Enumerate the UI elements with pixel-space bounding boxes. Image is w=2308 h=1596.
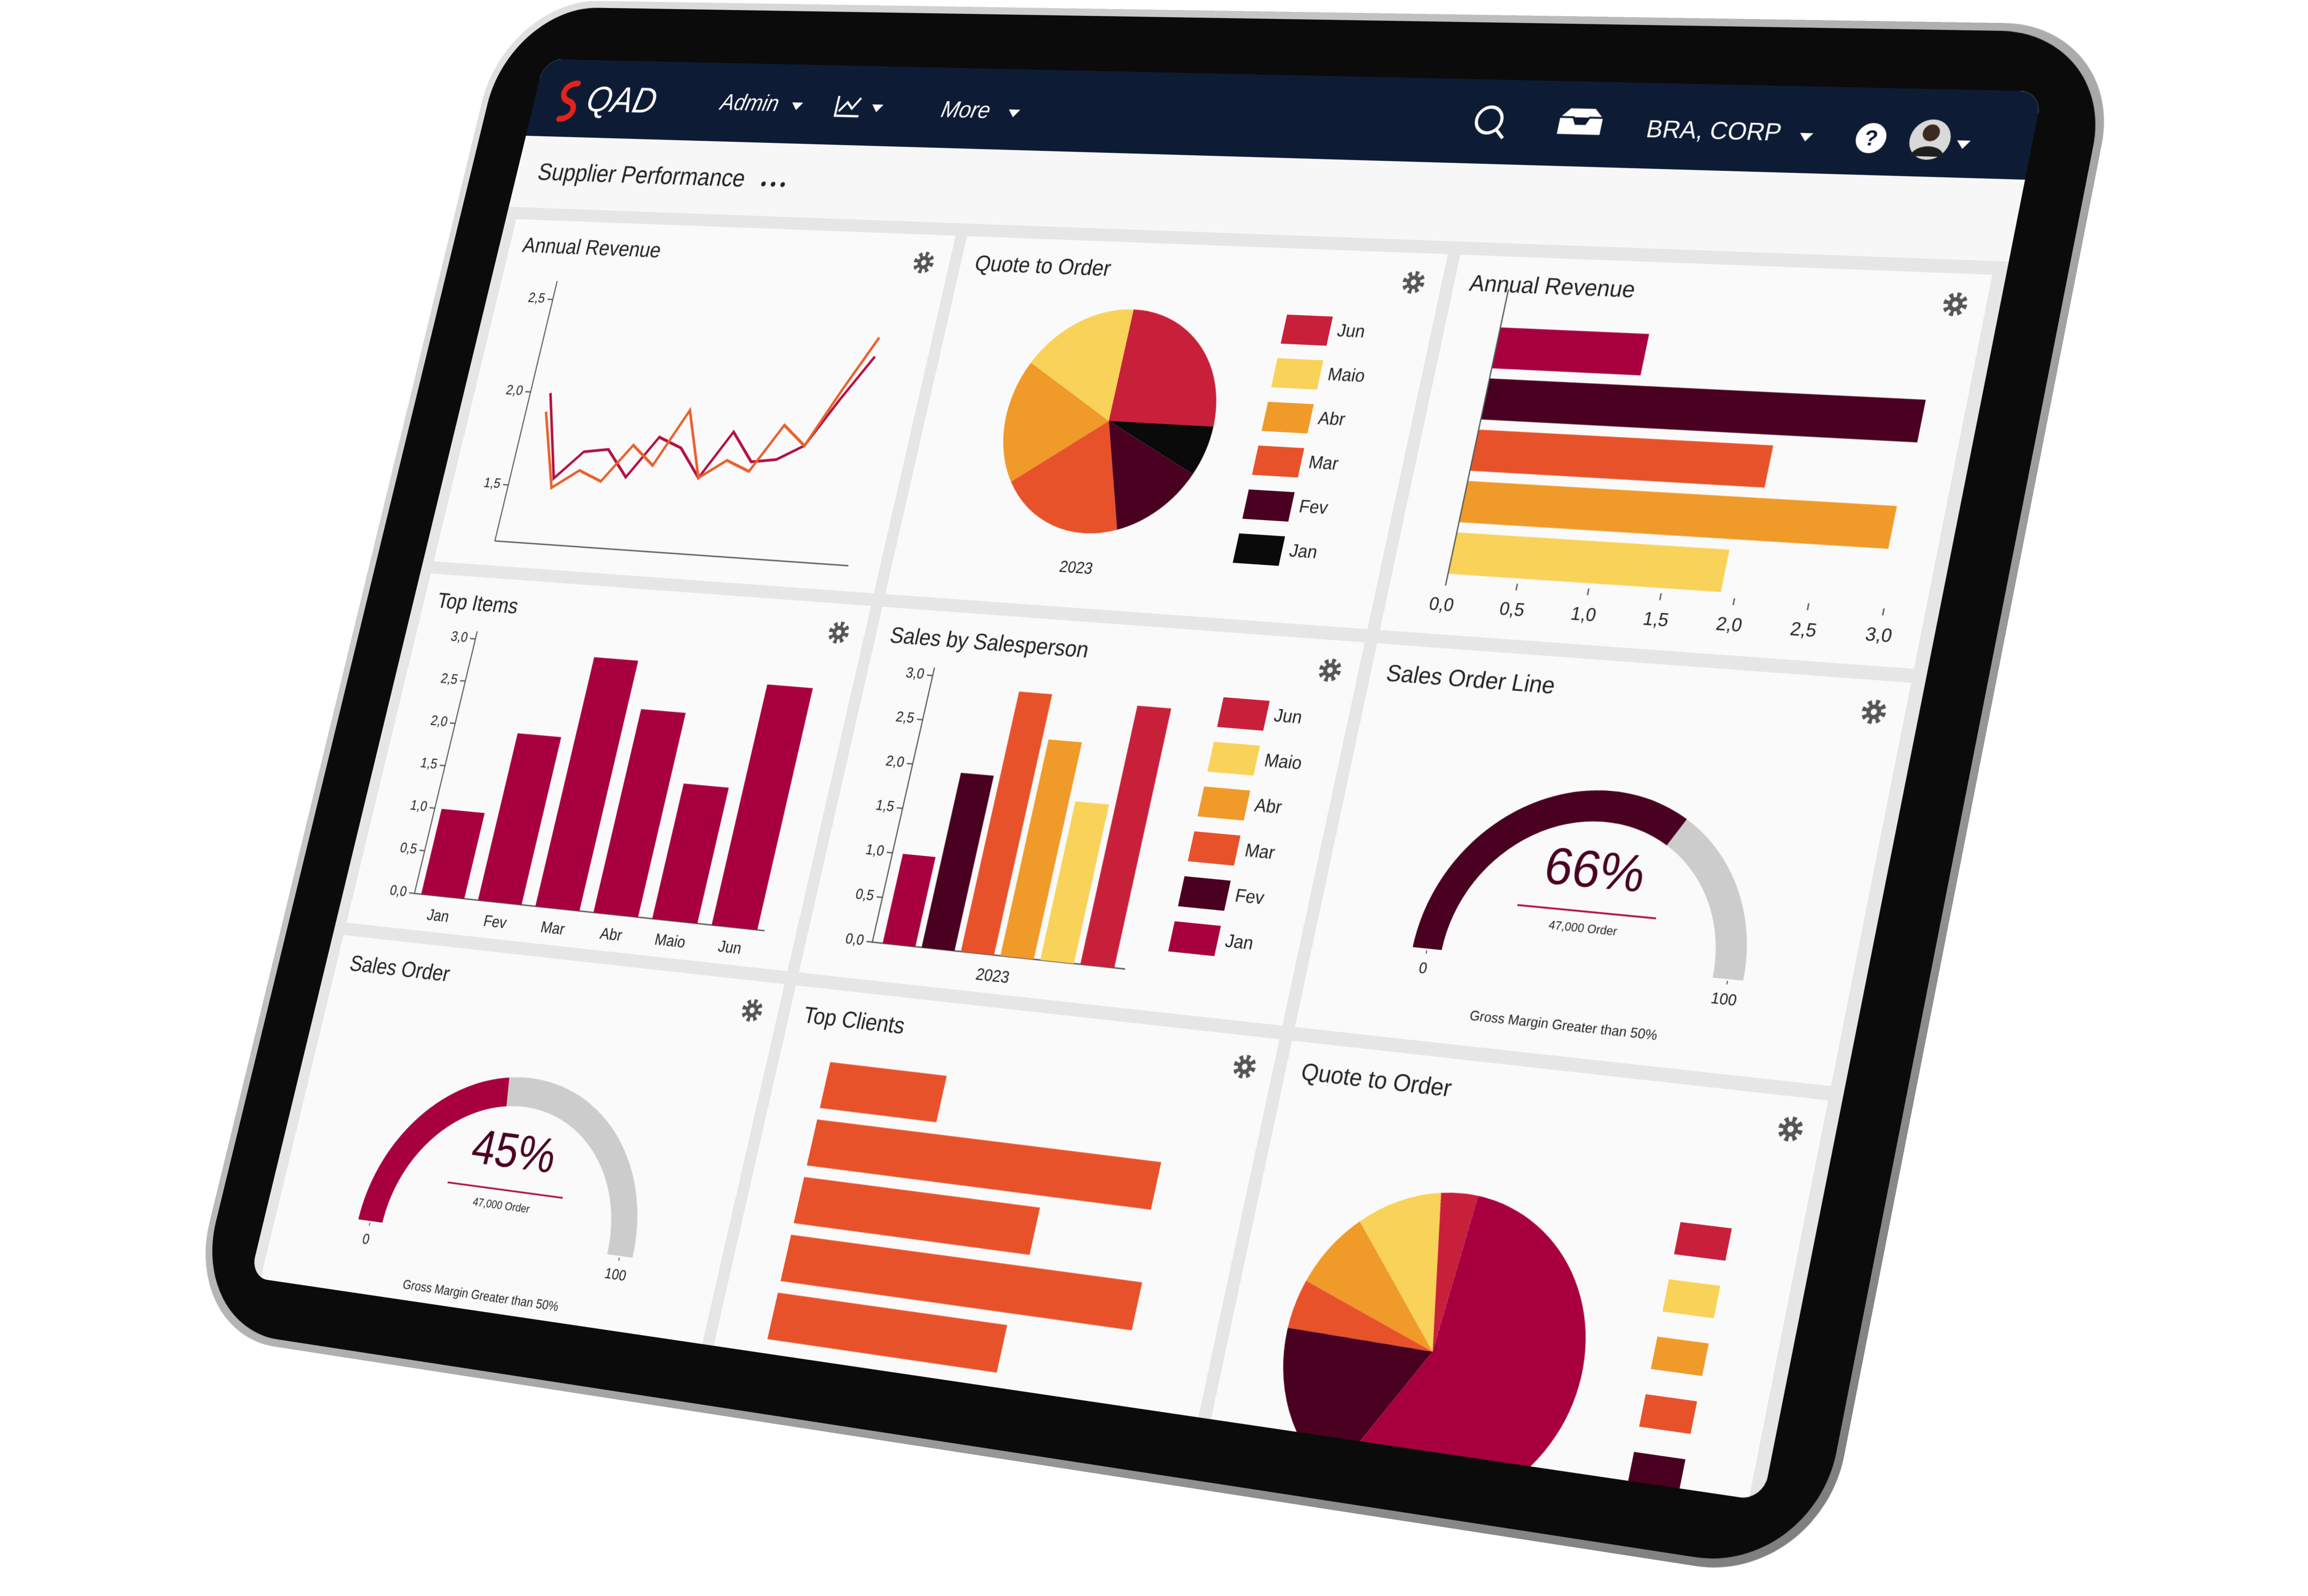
y-tick-label: 2,5 — [439, 671, 459, 687]
x-tick-label: Abr — [598, 925, 624, 945]
legend-label: Mar — [1307, 452, 1340, 473]
legend-swatch — [1217, 697, 1270, 731]
x-tick-label: 0,5 — [1498, 598, 1527, 621]
widget — [706, 985, 1280, 1452]
y-tick-label: 2,0 — [429, 713, 449, 729]
legend-swatch — [1261, 402, 1314, 434]
x-tick-label: 0,0 — [1427, 593, 1456, 615]
y-tick-label: 0,5 — [399, 840, 419, 857]
nav-admin[interactable]: Admin — [716, 90, 782, 116]
y-tick-label: 2,5 — [894, 709, 916, 726]
dashboard: QAD Admin More BRA, CORP ? Supplier Perf… — [250, 59, 2043, 1501]
y-tick-label: 2,0 — [884, 753, 906, 770]
legend-label: Jun — [1335, 320, 1367, 341]
legend-swatch — [1271, 358, 1323, 390]
x-tick-label: 2023 — [974, 965, 1011, 987]
y-tick — [440, 765, 445, 766]
x-tick-label: 1,5 — [1641, 608, 1671, 631]
legend-label: Jun — [1272, 704, 1304, 727]
legend-swatch — [1280, 314, 1333, 346]
legend-swatch — [1662, 1279, 1721, 1318]
legend-swatch — [1674, 1222, 1732, 1261]
widget-title: Top Items — [435, 588, 521, 618]
y-tick-label: 2,0 — [504, 383, 524, 399]
x-tick-label: 2,5 — [1788, 618, 1819, 641]
widget — [885, 236, 1448, 629]
y-tick — [887, 852, 892, 853]
bar — [1492, 327, 1649, 376]
pie-caption: 2023 — [1058, 558, 1095, 578]
legend-label: Jan — [1223, 930, 1255, 954]
y-tick-label: 0,0 — [844, 931, 866, 948]
gauge-tick-label: 100 — [1709, 990, 1738, 1009]
legend-swatch — [1168, 921, 1221, 956]
y-tick — [525, 391, 531, 392]
widget — [433, 219, 956, 593]
y-tick — [917, 719, 923, 720]
y-tick-label: 1,0 — [409, 798, 429, 814]
y-tick-label: 0,5 — [854, 886, 876, 904]
y-tick-label: 3,0 — [449, 629, 469, 645]
legend-label: Mar — [1243, 839, 1277, 863]
x-tick-label: Mar — [539, 918, 566, 938]
widget — [1380, 254, 1993, 669]
y-tick — [547, 299, 553, 300]
widget — [1295, 643, 1911, 1086]
legend-label: Fev — [1297, 496, 1330, 518]
x-tick-label: Jan — [425, 906, 451, 926]
gauge-value-label: 45% — [467, 1120, 562, 1184]
y-tick — [503, 484, 508, 485]
y-tick — [907, 763, 913, 764]
legend-swatch — [1178, 876, 1231, 911]
y-tick-label: 1,5 — [874, 797, 896, 814]
legend-swatch — [1207, 742, 1260, 776]
legend-swatch — [1232, 533, 1285, 566]
legend-label: Maio — [1262, 749, 1304, 773]
y-tick-label: 0,0 — [388, 883, 408, 899]
screen: QAD Admin More BRA, CORP ? Supplier Perf… — [250, 59, 2043, 1501]
x-tick-label: 3,0 — [1864, 623, 1894, 646]
x-tick-label: Jun — [716, 937, 743, 958]
y-tick-label: 1,0 — [864, 842, 886, 859]
legend-label: Jan — [1288, 540, 1320, 562]
legend-label: Abr — [1316, 408, 1347, 430]
company-selector[interactable]: BRA, CORP — [1644, 115, 1784, 146]
y-tick-label: 3,0 — [904, 665, 926, 682]
legend-label: Abr — [1253, 794, 1284, 818]
x-tick-label: 1,0 — [1569, 602, 1598, 625]
x-tick-label: Maio — [653, 931, 687, 952]
widget — [799, 606, 1365, 1026]
x-tick-label: 2,0 — [1714, 612, 1744, 636]
y-tick-label: 2,5 — [527, 291, 547, 306]
gauge-value-label: 66% — [1540, 837, 1651, 903]
legend-swatch — [1651, 1336, 1709, 1376]
widget — [1203, 1041, 1828, 1501]
widget — [346, 573, 871, 972]
widget-title: Annual Revenue — [521, 233, 664, 262]
nav-more[interactable]: More — [939, 97, 993, 123]
widget-title: Quote to Order — [973, 251, 1114, 281]
legend-swatch — [1252, 445, 1304, 478]
legend-swatch — [1197, 786, 1250, 821]
bar — [421, 809, 485, 899]
y-tick-label: 1,5 — [482, 475, 502, 491]
y-tick-label: 1,5 — [419, 755, 439, 772]
legend-swatch — [1242, 489, 1295, 522]
top-bar — [526, 59, 2043, 180]
widget — [252, 935, 785, 1377]
legend-swatch — [1188, 831, 1241, 866]
tablet: QAD Admin More BRA, CORP ? Supplier Perf… — [182, 0, 2126, 1586]
y-tick — [419, 850, 424, 851]
legend-label: Fev — [1233, 884, 1266, 908]
logo-text[interactable]: QAD — [583, 79, 661, 120]
gauge-tick-label: 100 — [603, 1265, 628, 1285]
x-tick-label: Fev — [482, 912, 508, 932]
legend-label: Maio — [1326, 364, 1367, 386]
